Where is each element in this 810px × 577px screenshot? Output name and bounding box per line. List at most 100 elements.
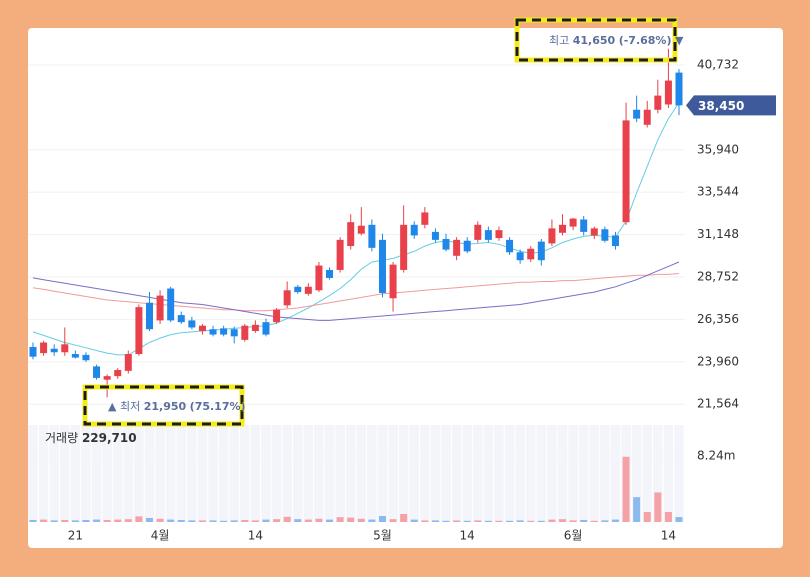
volume-bg-column xyxy=(483,425,494,522)
volume-bg-column xyxy=(134,425,144,522)
volume-bar xyxy=(188,520,196,522)
volume-bar xyxy=(611,519,619,522)
volume-bar xyxy=(516,520,524,522)
candle-body xyxy=(220,328,228,335)
volume-bar xyxy=(453,520,461,522)
volume-bar xyxy=(389,519,397,522)
moving-average-line xyxy=(32,273,680,312)
volume-bar xyxy=(590,520,598,522)
x-tick-label: 14 xyxy=(661,529,676,543)
volume-bar xyxy=(40,519,48,522)
volume-bg-column xyxy=(589,425,600,522)
volume-bar xyxy=(580,519,588,522)
x-tick-label: 4월 xyxy=(151,529,170,543)
volume-bg-column xyxy=(218,425,229,522)
volume-bg-column xyxy=(70,425,81,522)
x-tick-label: 5월 xyxy=(373,529,392,543)
volume-bg-column xyxy=(473,425,483,522)
volume-bar xyxy=(82,519,90,522)
volume-bg-column xyxy=(187,425,197,522)
last-price-tag xyxy=(686,95,776,116)
volume-bg-column xyxy=(250,425,261,522)
volume-bar xyxy=(431,520,439,522)
volume-bar xyxy=(537,520,545,522)
volume-bar xyxy=(548,519,556,522)
candle-body xyxy=(209,329,217,335)
candle-body xyxy=(315,265,323,291)
volume-bg-column xyxy=(568,425,578,522)
volume-bg-column xyxy=(261,425,271,522)
volume-bg-column xyxy=(292,425,303,522)
plot-layer: 21,564 23,960 26,356 28,752 31,148 33,544 35,9… xyxy=(28,48,776,543)
volume-bar xyxy=(71,520,79,522)
volume-bg-column xyxy=(451,425,462,522)
volume-bar xyxy=(135,516,143,522)
candle-body xyxy=(336,239,344,270)
volume-bg-column xyxy=(102,425,112,522)
candle-body xyxy=(40,342,48,354)
volume-bar xyxy=(230,520,238,522)
volume-bg-column xyxy=(367,425,377,522)
volume-bar xyxy=(241,519,249,522)
volume-bar xyxy=(29,519,37,522)
volume-bg-column xyxy=(176,425,187,522)
candle-body xyxy=(622,120,630,223)
low-marker: ▲ 최저 21,950 (75.17%) xyxy=(108,400,246,413)
highlight-box-dash xyxy=(83,385,244,426)
volume-bar xyxy=(198,520,206,522)
candle-body xyxy=(177,315,185,323)
volume-bar xyxy=(177,519,185,522)
y-tick-label: 31,148 xyxy=(697,227,739,241)
candle-body xyxy=(453,239,461,256)
volume-bar xyxy=(294,519,302,522)
volume-bg-column xyxy=(112,425,123,522)
x-tick-label: 6월 xyxy=(564,529,583,543)
volume-bar xyxy=(124,519,132,522)
volume-bar xyxy=(410,519,418,522)
candle-body xyxy=(156,295,164,321)
volume-bg-column xyxy=(91,425,102,522)
candle-body xyxy=(378,239,386,293)
up-arrow: ▲ xyxy=(108,400,117,413)
candle-body xyxy=(29,346,37,357)
low-label: 최저 xyxy=(120,400,140,413)
candle-body xyxy=(103,376,111,380)
candle-body xyxy=(61,344,69,353)
candle-body xyxy=(230,329,238,337)
x-tick-label: 14 xyxy=(248,529,263,543)
volume-bar xyxy=(484,520,492,522)
volume-bg-column xyxy=(377,425,388,522)
volume-bar xyxy=(145,517,153,522)
volume-bar xyxy=(167,519,175,522)
volume-bg-column xyxy=(409,425,420,522)
volume-bar xyxy=(463,520,471,522)
volume-current: 229,710 xyxy=(82,431,137,445)
volume-bg-column xyxy=(271,425,282,522)
y-tick-label: 21,564 xyxy=(697,397,739,411)
volume-bar xyxy=(601,520,609,522)
candle-body xyxy=(654,95,662,110)
volume-bg-column xyxy=(324,425,335,522)
volume-bg-column xyxy=(653,425,663,522)
candle-body xyxy=(463,240,471,252)
volume-bg-column xyxy=(515,425,525,522)
volume-bg-column xyxy=(155,425,165,522)
volume-bar xyxy=(474,520,482,522)
volume-bar xyxy=(93,519,101,522)
volume-bg-column xyxy=(525,425,536,522)
candle-body xyxy=(145,302,153,330)
candle-body xyxy=(400,224,408,270)
volume-bg-column xyxy=(536,425,547,522)
candle-body xyxy=(273,309,281,323)
candle-body xyxy=(304,286,312,294)
candle-body xyxy=(516,252,524,261)
candle-body xyxy=(548,228,556,244)
high-marker: 최고 41,650 (-7.68%) ▼ xyxy=(549,34,684,47)
low-price: 21,950 xyxy=(144,400,187,413)
volume-bg-column xyxy=(600,425,610,522)
volume-bg-column xyxy=(356,425,367,522)
volume-bar xyxy=(421,520,429,522)
volume-bar xyxy=(559,519,567,522)
volume-bg-column xyxy=(610,425,621,522)
